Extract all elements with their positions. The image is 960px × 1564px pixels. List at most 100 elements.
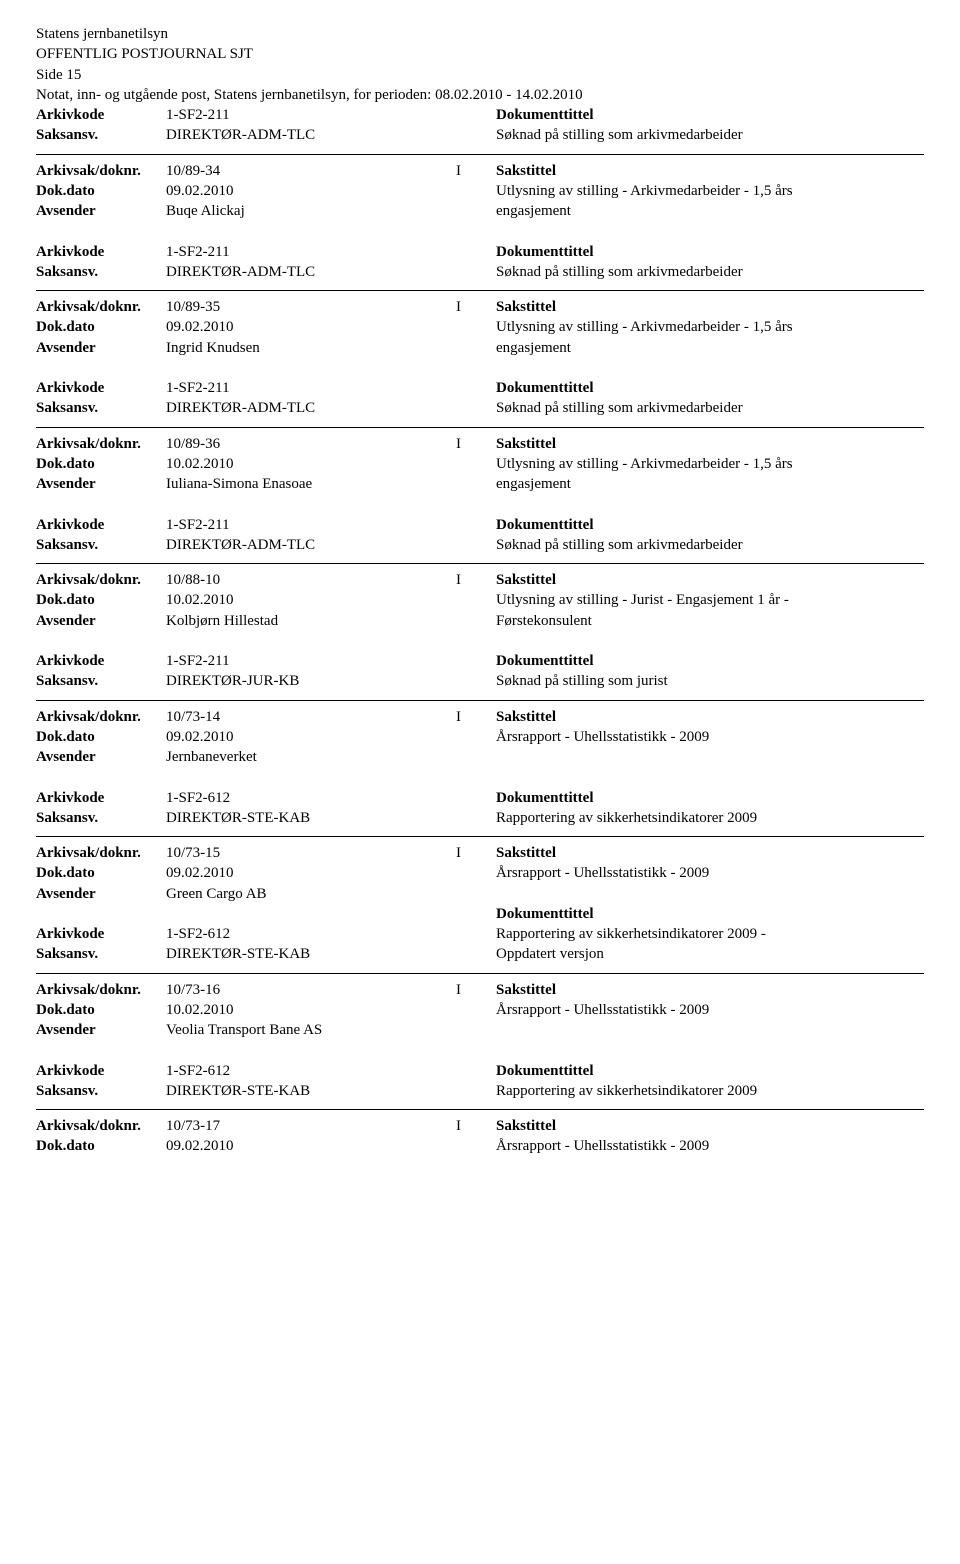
label-dokdato: Dok.dato bbox=[36, 1136, 166, 1156]
label-saksansv: Saksansv. bbox=[36, 535, 166, 555]
label-sakstittel: Sakstittel bbox=[496, 843, 556, 863]
value-type: I bbox=[456, 707, 496, 727]
value-sakstittel: engasjement bbox=[496, 201, 571, 221]
value-saksansv: DIREKTØR-ADM-TLC bbox=[166, 125, 456, 145]
value-sakstittel: Årsrapport - Uhellsstatistikk - 2009 bbox=[496, 727, 709, 747]
separator bbox=[36, 563, 924, 564]
value-type: I bbox=[456, 434, 496, 454]
label-dokumenttittel: Dokumenttittel bbox=[496, 105, 594, 125]
label-saksansv: Saksansv. bbox=[36, 671, 166, 691]
value-avsender: Green Cargo AB bbox=[166, 884, 456, 904]
record-fragment-bottom: Arkivsak/doknr. 10/73-17 I Dok.dato 09.0… bbox=[36, 1116, 924, 1157]
value-sakstittel: Årsrapport - Uhellsstatistikk - 2009 bbox=[496, 1136, 709, 1156]
label-arkivkode: Arkivkode bbox=[36, 788, 166, 808]
value-saksansv: DIREKTØR-STE-KAB bbox=[166, 1081, 456, 1101]
value-arkivkode: 1-SF2-211 bbox=[166, 242, 456, 262]
value-arkivkode: 1-SF2-211 bbox=[166, 651, 456, 671]
label-sakstittel: Sakstittel bbox=[496, 570, 556, 590]
label-dokdato: Dok.dato bbox=[36, 590, 166, 610]
value-dokdato: 09.02.2010 bbox=[166, 863, 456, 883]
separator bbox=[36, 973, 924, 974]
blank bbox=[496, 884, 500, 904]
value-type: I bbox=[456, 161, 496, 181]
label-arkivsak: Arkivsak/doknr. bbox=[36, 161, 166, 181]
value-type bbox=[456, 1081, 496, 1101]
record: Arkivsak/doknr.10/89-35IDok.dato09.02.20… bbox=[36, 297, 924, 419]
value-dokumenttittel: Oppdatert versjon bbox=[496, 944, 604, 964]
value-type bbox=[456, 924, 496, 944]
label-dokdato: Dok.dato bbox=[36, 181, 166, 201]
value-type bbox=[456, 201, 496, 221]
label-arkivkode: Arkivkode bbox=[36, 651, 166, 671]
label-sakstittel: Sakstittel bbox=[496, 707, 556, 727]
value-arkivsak: 10/88-10 bbox=[166, 570, 456, 590]
separator bbox=[36, 290, 924, 291]
value-type bbox=[456, 611, 496, 631]
label-avsender: Avsender bbox=[36, 474, 166, 494]
label-dokdato: Dok.dato bbox=[36, 317, 166, 337]
value-type bbox=[456, 727, 496, 747]
value-type bbox=[456, 181, 496, 201]
value-dokdato: 10.02.2010 bbox=[166, 1000, 456, 1020]
value-type bbox=[456, 535, 496, 555]
value-type bbox=[456, 242, 496, 262]
value-type bbox=[456, 863, 496, 883]
value-dokdato: 09.02.2010 bbox=[166, 317, 456, 337]
record-fragment-top: Arkivkode 1-SF2-211 Saksansv. DIREKTØR-A… bbox=[36, 105, 924, 146]
record: Arkivsak/doknr.10/73-16IDok.dato10.02.20… bbox=[36, 980, 924, 1102]
blank bbox=[496, 767, 500, 787]
label-dokumenttittel: Dokumenttittel bbox=[496, 515, 594, 535]
value-type: I bbox=[456, 980, 496, 1000]
page-header: Statens jernbanetilsyn OFFENTLIG POSTJOU… bbox=[36, 24, 924, 105]
value-type bbox=[456, 651, 496, 671]
value-type bbox=[456, 788, 496, 808]
label-dokdato: Dok.dato bbox=[36, 1000, 166, 1020]
value-sakstittel: Utlysning av stilling - Arkivmedarbeider… bbox=[496, 454, 793, 474]
value-arkivkode: 1-SF2-211 bbox=[166, 515, 456, 535]
value-type bbox=[456, 671, 496, 691]
label-arkivkode: Arkivkode bbox=[36, 1061, 166, 1081]
value-type bbox=[456, 590, 496, 610]
label-saksansv: Saksansv. bbox=[36, 262, 166, 282]
header-subtitle: Notat, inn- og utgående post, Statens je… bbox=[36, 85, 924, 105]
value-avsender: Veolia Transport Bane AS bbox=[166, 1020, 456, 1040]
value-avsender: Kolbjørn Hillestad bbox=[166, 611, 456, 631]
blank bbox=[496, 747, 500, 767]
value-type bbox=[456, 944, 496, 964]
label-dokdato: Dok.dato bbox=[36, 727, 166, 747]
value-type bbox=[456, 454, 496, 474]
label-avsender: Avsender bbox=[36, 884, 166, 904]
label-arkivkode: Arkivkode bbox=[36, 924, 166, 944]
label-arkivkode: Arkivkode bbox=[36, 242, 166, 262]
value-sakstittel: Årsrapport - Uhellsstatistikk - 2009 bbox=[496, 863, 709, 883]
value-type: I bbox=[456, 1116, 496, 1136]
label-sakstittel: Sakstittel bbox=[496, 297, 556, 317]
label-sakstittel: Sakstittel bbox=[496, 980, 556, 1000]
label-dokdato: Dok.dato bbox=[36, 863, 166, 883]
separator bbox=[36, 836, 924, 837]
label-dokumenttittel: Dokumenttittel bbox=[496, 242, 594, 262]
value-dokumenttittel: Søknad på stilling som jurist bbox=[496, 671, 668, 691]
label-dokumenttittel: Dokumenttittel bbox=[496, 904, 594, 924]
value-arkivkode: 1-SF2-612 bbox=[166, 924, 456, 944]
separator bbox=[36, 1109, 924, 1110]
label-sakstittel: Sakstittel bbox=[496, 1116, 556, 1136]
record: Arkivsak/doknr.10/73-14IDok.dato09.02.20… bbox=[36, 707, 924, 829]
value-sakstittel: engasjement bbox=[496, 338, 571, 358]
value-sakstittel: Utlysning av stilling - Arkivmedarbeider… bbox=[496, 317, 793, 337]
value-arkivkode: 1-SF2-211 bbox=[166, 378, 456, 398]
label-arkivkode: Arkivkode bbox=[36, 378, 166, 398]
record: Arkivsak/doknr.10/73-15IDok.dato09.02.20… bbox=[36, 843, 924, 965]
value-type bbox=[456, 1020, 496, 1040]
value-dokdato: 10.02.2010 bbox=[166, 454, 456, 474]
label-arkivsak: Arkivsak/doknr. bbox=[36, 434, 166, 454]
value-dokumenttittel: Søknad på stilling som arkivmedarbeider bbox=[496, 262, 743, 282]
value-type bbox=[456, 474, 496, 494]
value-dokumenttittel: Søknad på stilling som arkivmedarbeider bbox=[496, 398, 743, 418]
value-arkivsak: 10/89-34 bbox=[166, 161, 456, 181]
value-sakstittel: Utlysning av stilling - Jurist - Engasje… bbox=[496, 590, 789, 610]
value-saksansv: DIREKTØR-STE-KAB bbox=[166, 808, 456, 828]
value-avsender: Iuliana-Simona Enasoae bbox=[166, 474, 456, 494]
label-arkivsak: Arkivsak/doknr. bbox=[36, 570, 166, 590]
blank bbox=[496, 494, 500, 514]
